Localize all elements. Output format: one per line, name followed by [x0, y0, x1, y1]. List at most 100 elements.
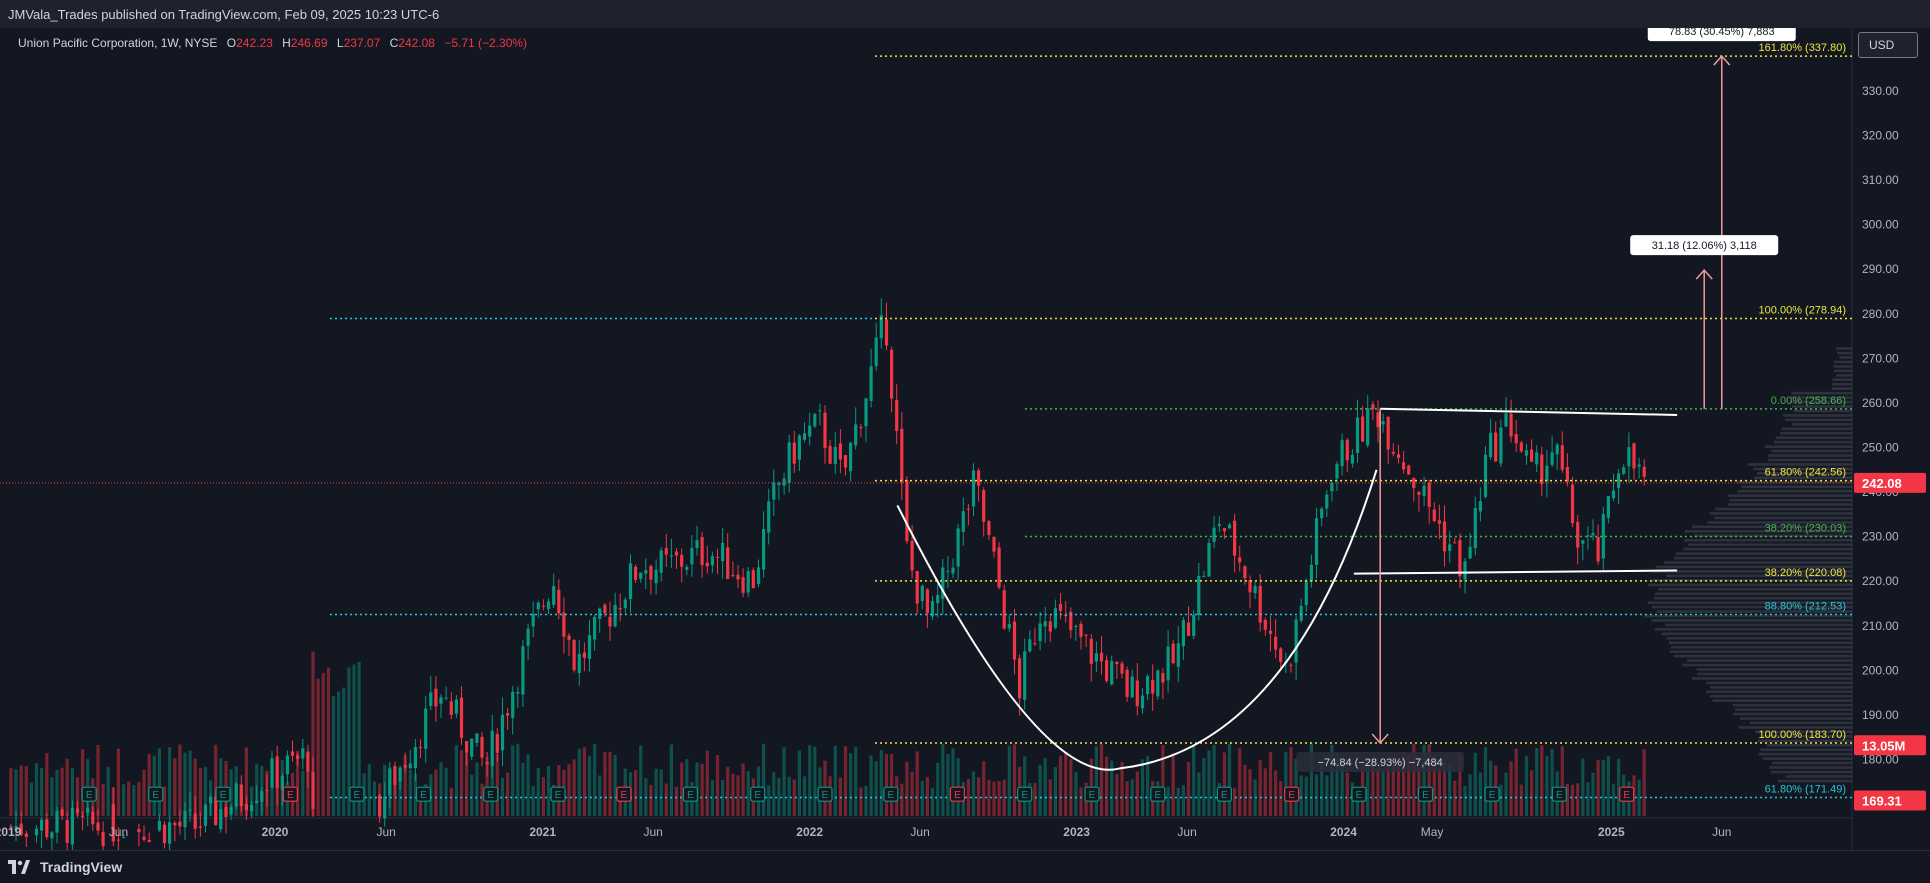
volume-bar: [1396, 766, 1401, 816]
price-chart[interactable]: 161.80% (337.80) 100.00% (278.94) 0.00% (2…: [0, 28, 1930, 850]
candle-body: [1217, 523, 1221, 526]
measure-label-box: [1296, 752, 1465, 773]
volume-bar: [982, 761, 986, 816]
volume-bar: [449, 787, 453, 816]
candle-body: [1550, 452, 1554, 465]
measure-label-text: −74.84 (−28.93%) −7,484: [1318, 757, 1443, 769]
earnings-marker-text: E: [152, 790, 159, 801]
candle-body: [1540, 454, 1544, 484]
volume-bar: [1309, 743, 1313, 816]
volume-profile-bar: [1768, 454, 1852, 457]
volume-profile-bar: [1755, 730, 1852, 734]
candle-body: [659, 550, 663, 573]
candle-body: [895, 400, 899, 431]
volume-bar: [833, 745, 837, 816]
earnings-marker: E: [215, 786, 231, 802]
volume-bar: [331, 696, 336, 816]
candle-body: [936, 595, 940, 604]
volume-bar: [475, 762, 479, 816]
time-axis-tick: 2023: [1063, 825, 1090, 839]
volume-profile-bar: [1791, 405, 1852, 408]
earnings-marker-box: [1484, 786, 1500, 802]
earnings-marker: E: [1017, 786, 1033, 802]
candle-body: [378, 795, 382, 817]
volume-profile: [1643, 347, 1852, 783]
candle-body: [1391, 452, 1395, 454]
candle-body: [608, 616, 612, 627]
volume-profile-bar: [1736, 480, 1852, 484]
candle-body: [951, 567, 955, 574]
volume-bar: [536, 768, 540, 816]
candle-body: [1402, 462, 1406, 470]
price-axis-tick: 320.00: [1862, 129, 1899, 143]
candle-body: [1161, 673, 1165, 683]
candle-body: [1611, 490, 1616, 499]
volume-bar: [1284, 751, 1288, 816]
earnings-marker: E: [81, 786, 97, 802]
earnings-marker-box: [415, 786, 432, 802]
candle-body: [966, 508, 970, 510]
volume-bar: [470, 774, 474, 816]
volume-bar: [930, 787, 935, 816]
volume-profile-bar: [1781, 427, 1852, 431]
volume-bar: [1099, 744, 1104, 816]
measure-label: −74.84 (−28.93%) −7,484: [1296, 752, 1465, 773]
candle-body: [628, 563, 633, 599]
candle-body: [961, 511, 965, 532]
volume-bar: [506, 772, 510, 816]
volume-profile-bar: [1673, 654, 1852, 658]
candle-body: [1043, 621, 1047, 627]
volume-profile-bar: [1657, 587, 1852, 591]
time-axis-tick: Jun: [376, 825, 395, 839]
volume-profile-bar: [1735, 708, 1852, 711]
candle-body: [1422, 485, 1426, 496]
candle-body: [60, 809, 64, 816]
time-axis-tick: May: [1421, 825, 1444, 839]
earnings-marker-box: [750, 786, 766, 802]
currency-button[interactable]: USD: [1858, 32, 1918, 58]
volume-bar: [485, 756, 489, 816]
earnings-marker: E: [1351, 786, 1367, 802]
earnings-marker: E: [1284, 786, 1300, 802]
volume-bar: [1325, 775, 1329, 816]
candle-body: [1340, 440, 1344, 466]
volume-bar: [1381, 770, 1385, 816]
volume-bar: [434, 769, 438, 816]
candle-body: [137, 829, 141, 833]
candle-body: [593, 616, 597, 640]
volume-bar: [1330, 744, 1334, 816]
volume-bar: [1125, 781, 1129, 816]
fib-level-label: 38.20% (230.03): [1765, 523, 1846, 535]
tradingview-logo[interactable]: TradingView: [8, 859, 122, 875]
volume-profile-bar: [1706, 690, 1852, 694]
volume-bar: [659, 769, 663, 816]
candle-body: [884, 319, 889, 346]
volume-profile-bar: [1666, 636, 1852, 640]
volume-bar: [634, 770, 638, 816]
volume-bar: [1606, 756, 1610, 816]
candle-body: [613, 604, 617, 627]
candle-body: [644, 570, 648, 574]
volume-bar: [454, 745, 458, 816]
candle-body: [746, 571, 750, 593]
candle-body: [1320, 508, 1324, 519]
volume-profile-bar: [1774, 440, 1852, 444]
volume-profile-bar: [1740, 717, 1852, 720]
candle-body: [777, 483, 781, 485]
volume-bar: [96, 745, 100, 816]
candle-body: [1596, 537, 1600, 562]
candle-body: [1253, 585, 1257, 594]
volume-bar: [884, 754, 889, 816]
candle-body: [1115, 661, 1119, 665]
earnings-marker-text: E: [754, 790, 761, 801]
volume-profile-bar: [1783, 414, 1852, 417]
volume-profile-bar: [1741, 485, 1852, 489]
volume-bar: [777, 778, 781, 816]
volume-profile-bar: [1738, 726, 1852, 729]
time-axis-tick: Jun: [910, 825, 929, 839]
low-price-tag: 169.31: [1854, 790, 1926, 811]
candle-body: [1555, 444, 1559, 455]
volume-bar: [1514, 748, 1518, 816]
candle-body: [634, 566, 638, 580]
low-price-tag-text: 169.31: [1862, 794, 1902, 809]
